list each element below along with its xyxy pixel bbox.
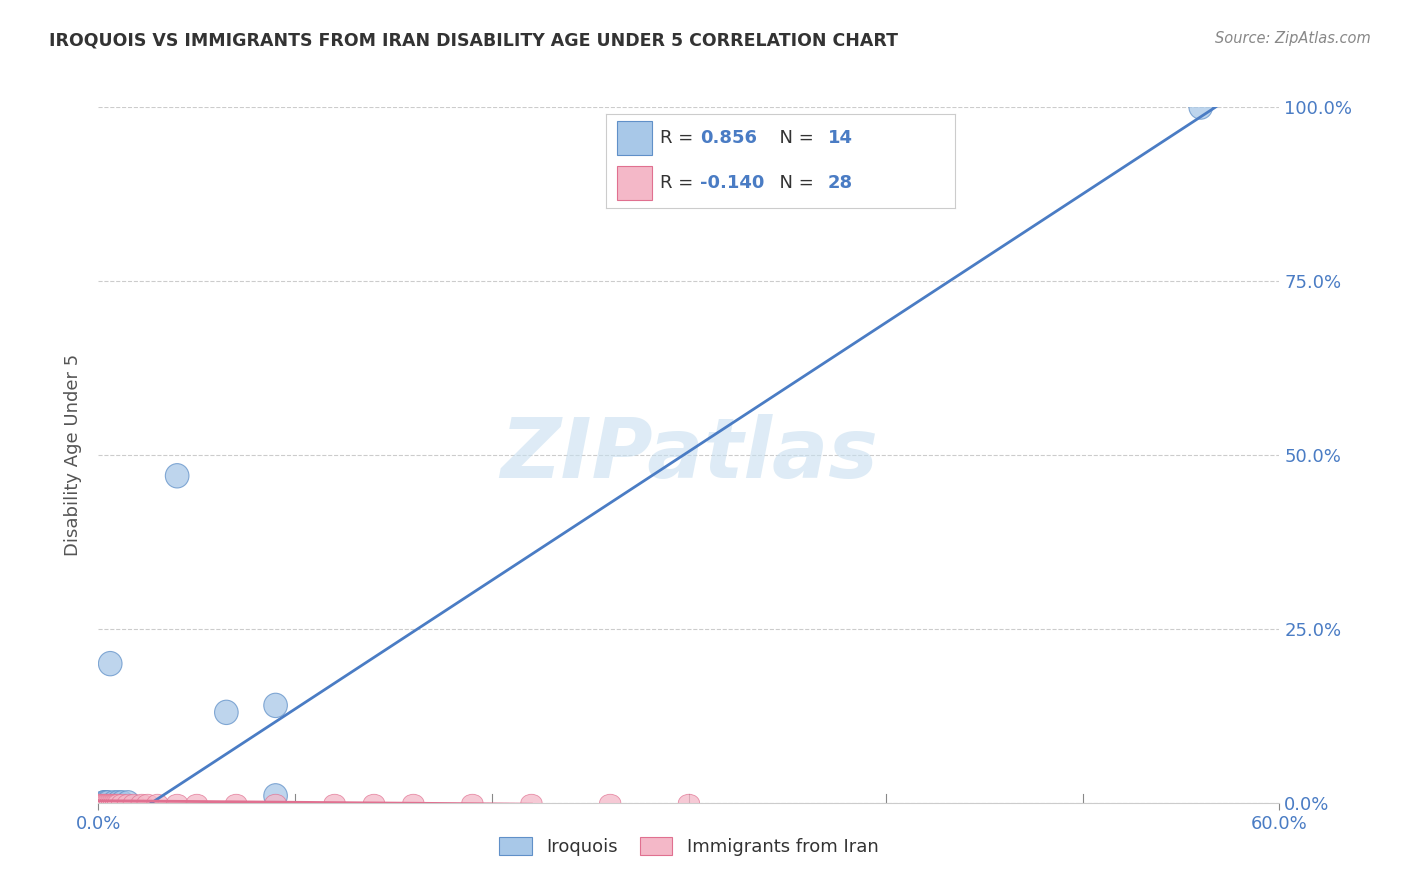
Ellipse shape [104,794,125,812]
Ellipse shape [111,794,132,812]
Ellipse shape [107,790,129,815]
Ellipse shape [264,794,287,812]
Ellipse shape [107,794,129,812]
Text: Source: ZipAtlas.com: Source: ZipAtlas.com [1215,31,1371,46]
Ellipse shape [91,794,112,812]
Ellipse shape [97,790,120,815]
Ellipse shape [117,790,139,815]
Ellipse shape [599,794,621,812]
Ellipse shape [101,794,122,812]
Ellipse shape [110,790,134,815]
Ellipse shape [461,794,484,812]
Ellipse shape [100,794,121,812]
Ellipse shape [131,794,152,812]
Ellipse shape [90,794,111,812]
Text: ZIPatlas: ZIPatlas [501,415,877,495]
Ellipse shape [136,794,159,812]
Ellipse shape [323,794,346,812]
Ellipse shape [103,790,127,815]
Ellipse shape [124,794,145,812]
Ellipse shape [105,794,127,812]
Ellipse shape [146,794,169,812]
Ellipse shape [264,784,287,808]
Ellipse shape [93,790,117,815]
Ellipse shape [363,794,385,812]
Ellipse shape [402,794,425,812]
Ellipse shape [520,794,543,812]
Ellipse shape [215,700,238,724]
Legend: Iroquois, Immigrants from Iran: Iroquois, Immigrants from Iran [492,830,886,863]
Ellipse shape [166,794,188,812]
Ellipse shape [94,790,118,815]
Ellipse shape [678,794,700,812]
Ellipse shape [186,794,208,812]
Ellipse shape [117,794,139,812]
Ellipse shape [1189,95,1212,120]
Ellipse shape [96,794,117,812]
Y-axis label: Disability Age Under 5: Disability Age Under 5 [65,354,83,556]
Ellipse shape [87,794,110,812]
Ellipse shape [166,464,188,488]
Ellipse shape [225,794,247,812]
Ellipse shape [264,693,287,717]
Ellipse shape [98,651,122,676]
Ellipse shape [94,794,115,812]
Text: IROQUOIS VS IMMIGRANTS FROM IRAN DISABILITY AGE UNDER 5 CORRELATION CHART: IROQUOIS VS IMMIGRANTS FROM IRAN DISABIL… [49,31,898,49]
Ellipse shape [97,794,120,812]
Ellipse shape [93,790,117,815]
